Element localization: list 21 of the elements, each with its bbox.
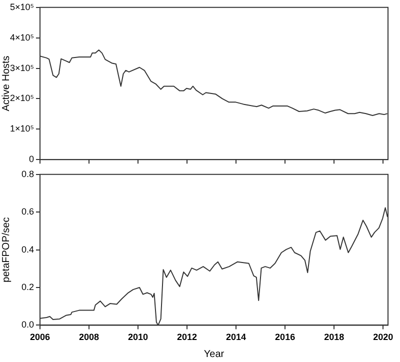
x-tick-label: 2018 bbox=[324, 332, 344, 342]
y-tick-label: 5×10⁵ bbox=[10, 2, 34, 12]
x-tick-label: 2012 bbox=[177, 332, 198, 342]
y-tick-label: 0.0 bbox=[21, 320, 34, 330]
x-tick-label: 2006 bbox=[30, 332, 50, 342]
x-tick-label: 2014 bbox=[226, 332, 246, 342]
x-tick-label: 2020 bbox=[373, 332, 394, 342]
x-axis-title: Year bbox=[204, 348, 225, 360]
y-tick-label: 0 bbox=[28, 154, 34, 164]
y-tick-label: 2×10⁵ bbox=[10, 93, 34, 104]
y-tick-label: 0.8 bbox=[21, 168, 34, 179]
y-tick-label: 1×10⁵ bbox=[10, 124, 34, 134]
y-axis-title: petaFPOP/sec bbox=[0, 217, 12, 282]
y-tick-label: 0.6 bbox=[21, 206, 34, 217]
y-tick-label: 0.2 bbox=[21, 282, 34, 292]
x-tick-label: 2016 bbox=[275, 332, 296, 342]
y-tick-label: 3×10⁵ bbox=[10, 62, 34, 73]
x-tick-label: 2008 bbox=[79, 332, 100, 342]
y-tick-label: 0.4 bbox=[21, 244, 34, 254]
x-tick-label: 2010 bbox=[128, 332, 148, 342]
y-tick-label: 4×10⁵ bbox=[10, 32, 34, 42]
